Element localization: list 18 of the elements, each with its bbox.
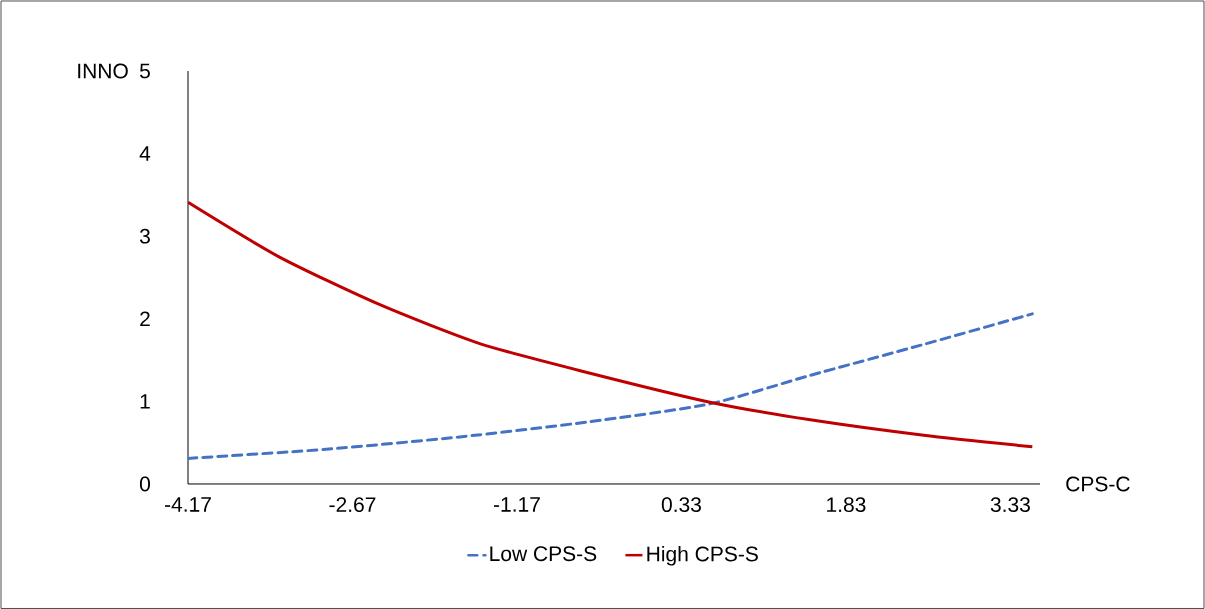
legend-label: High CPS-S [647,545,758,566]
x-axis-title: CPS-C [1066,476,1130,492]
y-tick-label: 3 [139,228,150,244]
y-tick-label: 4 [139,146,151,161]
x-tick-label: -2.67 [329,497,376,513]
x-tick-label: 0.33 [661,497,701,513]
x-tick-label: -1.17 [493,497,540,512]
y-tick-label: 0 [139,476,150,492]
x-tick-label: 3.33 [990,497,1030,513]
legend-label: Low CPS-S [490,546,597,562]
y-tick-label: 5 [139,63,150,79]
y-tick-label: 1 [140,394,150,409]
line-series [188,312,1034,460]
y-tick-label: 2 [140,311,150,327]
x-tick-label: -4.17 [165,497,211,512]
y-axis-title: INNO [78,63,128,79]
line-series [188,200,1034,449]
x-tick-label: 1.83 [827,497,866,513]
